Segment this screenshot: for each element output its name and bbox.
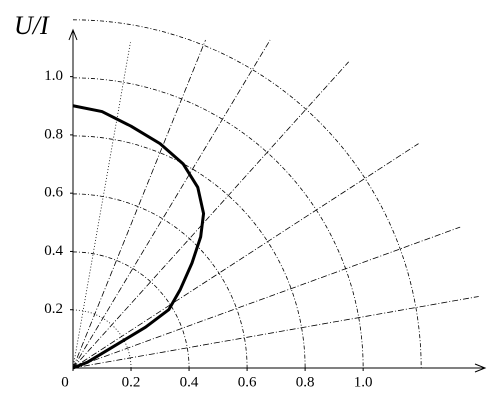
y-tick-label: 1.0	[44, 68, 63, 84]
chart-title: U/I	[14, 11, 50, 40]
grid-arc	[72, 309, 132, 369]
grid-ray	[72, 61, 349, 369]
grid-arc	[72, 251, 190, 369]
x-arrow	[474, 363, 487, 373]
y-arrow	[68, 28, 78, 41]
grid-arc	[72, 135, 306, 369]
grid-ray	[72, 42, 131, 369]
x-tick-label: 0	[61, 374, 69, 390]
grid-arc	[72, 193, 248, 369]
grid-arc	[72, 77, 364, 369]
y-tick-label: 0.4	[44, 243, 63, 259]
y-tick-label: 0.6	[44, 185, 63, 201]
grid-ray	[72, 143, 419, 369]
grid-arc	[72, 19, 422, 369]
y-tick-label: 0.8	[44, 126, 63, 142]
data-line	[72, 104, 206, 370]
grid-ray	[72, 226, 461, 369]
x-tick-label: 0.6	[238, 374, 257, 390]
polar-grid	[72, 19, 479, 369]
grid-ray	[72, 39, 271, 369]
y-tick-label: 0.2	[44, 301, 63, 317]
grid-ray	[72, 296, 479, 369]
x-tick-label: 0.2	[122, 374, 141, 390]
grid-ray	[72, 39, 206, 369]
x-tick-label: 1.0	[354, 374, 373, 390]
x-tick-label: 0.4	[180, 374, 199, 390]
x-tick-label: 0.8	[296, 374, 315, 390]
